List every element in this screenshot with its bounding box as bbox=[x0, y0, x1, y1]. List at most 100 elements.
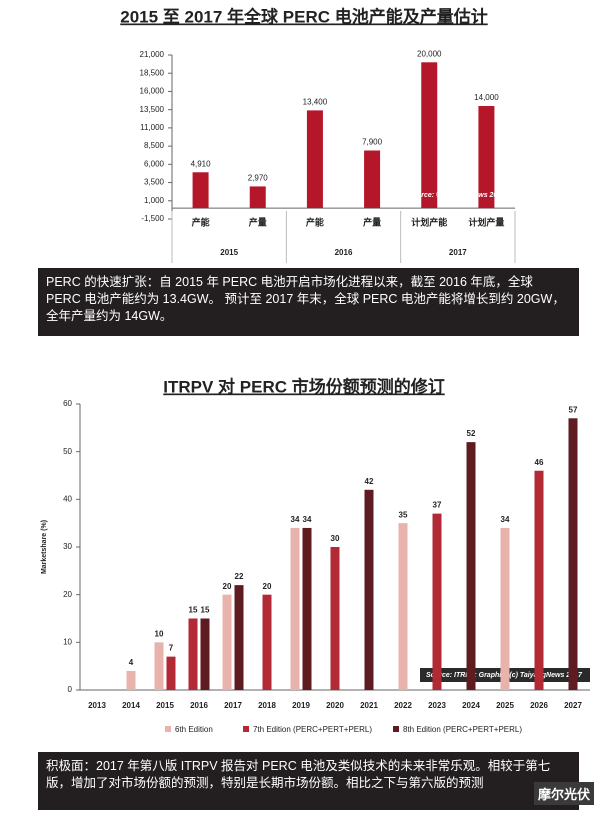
y-tick-label: -1,500 bbox=[141, 214, 164, 223]
x-tick-label: 2018 bbox=[258, 701, 276, 710]
value-label: 35 bbox=[399, 510, 408, 519]
x-tick-label: 产能 bbox=[306, 216, 324, 227]
group-label: 2016 bbox=[335, 248, 353, 257]
bar bbox=[262, 594, 272, 690]
value-label: 7 bbox=[169, 644, 174, 653]
y-tick-label: 13,500 bbox=[140, 105, 165, 114]
bar bbox=[222, 594, 232, 690]
x-tick-label: 2021 bbox=[360, 701, 378, 710]
value-label: 4,910 bbox=[191, 159, 212, 168]
bar bbox=[421, 62, 438, 209]
legend-swatch bbox=[165, 726, 171, 732]
value-label: 4 bbox=[129, 658, 134, 667]
value-label: 10 bbox=[155, 629, 164, 638]
bar bbox=[432, 513, 442, 690]
y-tick-label: 30 bbox=[63, 542, 72, 551]
value-label: 34 bbox=[303, 515, 312, 524]
y-tick-label: 20 bbox=[63, 590, 72, 599]
x-tick-label: 产量 bbox=[363, 216, 381, 227]
x-tick-label: 2016 bbox=[190, 701, 208, 710]
y-tick-label: 3,500 bbox=[144, 178, 165, 187]
y-tick-label: 8,500 bbox=[144, 141, 165, 150]
value-label: 42 bbox=[365, 477, 374, 486]
x-tick-label: 产量 bbox=[249, 216, 267, 227]
y-tick-label: 60 bbox=[63, 399, 72, 408]
value-label: 20 bbox=[263, 582, 272, 591]
y-tick-label: 6,000 bbox=[144, 159, 165, 168]
bar bbox=[466, 442, 476, 690]
x-tick-label: 计划产能 bbox=[411, 216, 447, 227]
bar bbox=[306, 110, 323, 209]
bar bbox=[234, 585, 244, 690]
value-label: 30 bbox=[331, 534, 340, 543]
y-tick-label: 50 bbox=[63, 447, 72, 456]
bar bbox=[500, 527, 510, 690]
y-tick-label: 40 bbox=[63, 494, 72, 503]
value-label: 22 bbox=[235, 572, 244, 581]
value-label: 34 bbox=[291, 515, 300, 524]
value-label: 46 bbox=[535, 458, 544, 467]
x-tick-label: 2027 bbox=[564, 701, 582, 710]
y-tick-label: 21,000 bbox=[140, 50, 165, 59]
x-tick-label: 2019 bbox=[292, 701, 310, 710]
bar bbox=[534, 470, 544, 690]
bar bbox=[200, 618, 210, 690]
bar bbox=[364, 150, 381, 209]
x-tick-label: 2025 bbox=[496, 701, 514, 710]
x-tick-label: 2022 bbox=[394, 701, 412, 710]
x-tick-label: 2023 bbox=[428, 701, 446, 710]
chart-title: ITRPV 对 PERC 市场份额预测的修订 bbox=[163, 376, 444, 396]
bar bbox=[398, 523, 408, 690]
bar bbox=[290, 527, 300, 690]
legend-label: 8th Edition (PERC+PERT+PERL) bbox=[403, 725, 522, 734]
chart-title: 2015 至 2017 年全球 PERC 电池产能及产量估计 bbox=[120, 6, 487, 26]
bar bbox=[192, 172, 209, 209]
x-tick-label: 2013 bbox=[88, 701, 106, 710]
y-tick-label: 11,000 bbox=[140, 123, 164, 132]
bar bbox=[166, 656, 176, 690]
value-label: 57 bbox=[569, 405, 578, 414]
x-tick-label: 2024 bbox=[462, 701, 480, 710]
y-tick-label: 18,500 bbox=[140, 68, 165, 77]
x-tick-label: 2026 bbox=[530, 701, 548, 710]
value-label: 2,970 bbox=[248, 174, 269, 183]
y-tick-label: 1,000 bbox=[144, 196, 165, 205]
x-tick-label: 产能 bbox=[192, 216, 210, 227]
x-tick-label: 2017 bbox=[224, 701, 242, 710]
bar bbox=[330, 547, 340, 690]
value-label: 13,400 bbox=[303, 98, 328, 107]
value-label: 20,000 bbox=[417, 49, 442, 58]
bar bbox=[188, 618, 198, 690]
y-tick-label: 16,000 bbox=[140, 87, 165, 96]
value-label: 20 bbox=[223, 582, 232, 591]
bar bbox=[302, 527, 312, 690]
y-tick-label: 0 bbox=[68, 685, 73, 694]
value-label: 52 bbox=[467, 429, 476, 438]
value-label: 37 bbox=[433, 501, 442, 510]
value-label: 7,900 bbox=[362, 138, 383, 147]
caption: PERC 的快速扩张：自 2015 年 PERC 电池开启市场化进程以来，截至 … bbox=[38, 268, 579, 336]
bar bbox=[126, 670, 136, 690]
legend-swatch bbox=[393, 726, 399, 732]
value-label: 15 bbox=[201, 606, 210, 615]
x-tick-label: 计划产量 bbox=[468, 216, 504, 227]
source-note: Source: © TaiyangNews 2017 bbox=[408, 191, 506, 199]
bar bbox=[364, 489, 374, 690]
bar bbox=[568, 418, 578, 690]
legend-swatch bbox=[243, 726, 249, 732]
bar bbox=[154, 642, 164, 690]
bar bbox=[478, 106, 495, 209]
bar bbox=[249, 186, 266, 209]
group-label: 2017 bbox=[449, 248, 467, 257]
watermark: 摩尔光伏 bbox=[533, 782, 594, 805]
value-label: 15 bbox=[189, 606, 198, 615]
caption: 积极面：2017 年第八版 ITRPV 报告对 PERC 电池及类似技术的未来非… bbox=[38, 752, 579, 810]
y-axis-label: Marketshare (%) bbox=[41, 520, 48, 574]
group-label: 2015 bbox=[220, 248, 238, 257]
legend-label: 7th Edition (PERC+PERT+PERL) bbox=[253, 725, 372, 734]
x-tick-label: 2020 bbox=[326, 701, 344, 710]
value-label: 14,000 bbox=[474, 93, 499, 102]
y-tick-label: 10 bbox=[63, 637, 72, 646]
